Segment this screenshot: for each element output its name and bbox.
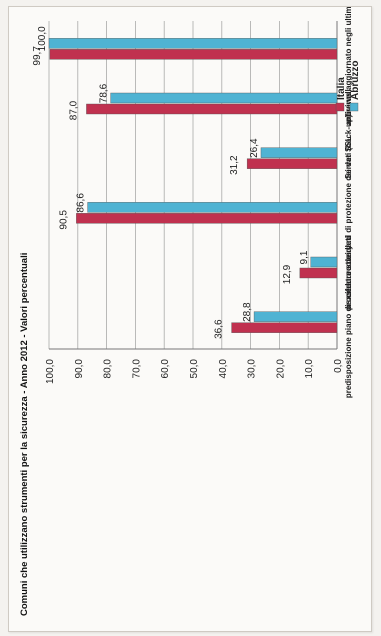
y-tick-label: 90,0 <box>74 359 85 379</box>
data-label-abruzzo: 26,4 <box>249 138 260 158</box>
chart-title: Comuni che utilizzano strumenti per la s… <box>19 253 30 616</box>
y-tick-label: 70,0 <box>131 359 142 379</box>
y-tick-label: 80,0 <box>103 359 114 379</box>
bar-abruzzo-4 <box>110 92 338 104</box>
legend-swatch-italia <box>335 102 345 112</box>
gridlines <box>48 21 338 350</box>
data-label-abruzzo: 28,8 <box>242 302 253 322</box>
y-tick-label: 20,0 <box>275 359 286 379</box>
legend: Italia Abruzzo <box>335 61 361 112</box>
data-label-abruzzo: 9,1 <box>299 250 310 264</box>
y-tick-label: 40,0 <box>218 359 229 379</box>
data-label-italia: 99,7 <box>32 46 43 66</box>
bar-abruzzo-5 <box>48 38 338 49</box>
y-tick-label: 100,0 <box>45 359 56 384</box>
bar-abruzzo-3 <box>260 147 338 158</box>
bar-italia-3 <box>246 158 338 169</box>
legend-label-abruzzo: Abruzzo <box>350 61 361 100</box>
data-label-italia: 90,5 <box>58 210 69 230</box>
category-label: procedure standard di protezione dei dat… <box>344 114 353 310</box>
bar-abruzzo-1 <box>310 256 338 268</box>
chart-frame: 36,6 28,8 12,9 9,1 90,5 86,6 31,2 26,4 87,0 78,6 9… <box>8 6 372 632</box>
y-tick-label: 60,0 <box>160 359 171 379</box>
bar-italia-4 <box>86 103 338 115</box>
data-label-italia: 36,6 <box>214 319 225 339</box>
category-label: cifratura dei dati <box>344 236 353 298</box>
bar-italia-0 <box>231 322 338 333</box>
legend-label-italia: Italia <box>336 77 347 100</box>
category-label: firewall <box>344 89 353 117</box>
bar-italia-1 <box>299 267 338 279</box>
data-label-italia: 12,9 <box>282 264 293 284</box>
value-axis-ticks: 0,0 10,0 20,0 30,0 40,0 50,0 60,0 70,0 80,0 90,0 1… <box>45 359 344 384</box>
data-label-abruzzo: 86,6 <box>76 193 87 213</box>
category-label: Server SSL <box>344 136 353 179</box>
y-tick-label: 50,0 <box>189 359 200 379</box>
category-label: predisposizione piano disaster recovery <box>344 245 353 398</box>
bar-abruzzo-0 <box>253 311 338 322</box>
data-label-italia: 87,0 <box>68 100 79 120</box>
category-labels: predisposizione piano disaster recoveryc… <box>344 7 353 398</box>
legend-swatch-abruzzo <box>349 102 359 112</box>
bar-italia-5 <box>49 49 338 60</box>
y-tick-label: 0,0 <box>333 359 344 373</box>
bar-chart: 36,6 28,8 12,9 9,1 90,5 86,6 31,2 26,4 87,0 78,6 9… <box>19 7 361 616</box>
bar-abruzzo-2 <box>87 202 338 213</box>
bars <box>48 38 338 333</box>
data-label-abruzzo: 100,0 <box>37 26 48 51</box>
data-label-italia: 31,2 <box>229 155 240 175</box>
data-labels: 36,6 28,8 12,9 9,1 90,5 86,6 31,2 26,4 87,0 78,6 9… <box>32 26 310 339</box>
data-label-abruzzo: 78,6 <box>99 83 110 103</box>
category-label: antivirus aggiornato negli ultimi tre me… <box>344 7 353 125</box>
bar-italia-2 <box>76 213 338 224</box>
y-tick-label: 10,0 <box>304 359 315 379</box>
y-tick-label: 30,0 <box>247 359 258 379</box>
